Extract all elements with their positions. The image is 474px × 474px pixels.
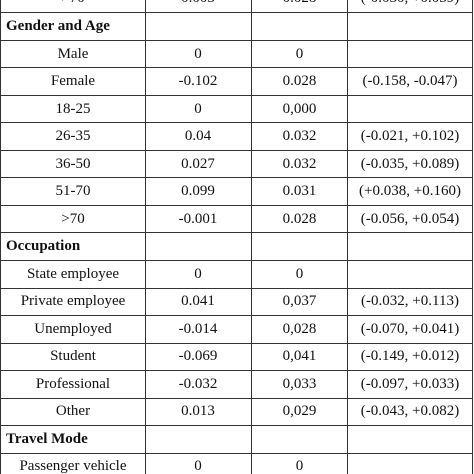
value-cell: 0.04 [145,123,252,151]
value-cell: 0.028 [252,205,348,234]
value-cell: 0 [252,40,348,69]
value-cell: (-0.035, +0.089) [348,150,473,179]
value-cell: 0,000 [252,95,348,124]
row-label: Male [0,40,146,69]
value-cell: -0.069 [145,343,252,372]
row-label: >70 [0,0,146,14]
row-label: Female [0,68,146,96]
value-cell: 0.032 [252,150,348,179]
value-cell: 0,033 [252,371,348,399]
empty-cell [145,233,252,261]
empty-cell [348,95,473,124]
empty-cell [348,453,473,474]
value-cell: 0.099 [145,178,252,206]
value-cell: (-0.149, +0.012) [348,343,473,372]
value-cell: 0.013 [145,398,252,427]
row-label: Student [0,343,146,372]
row-label: 26-35 [0,123,146,151]
empty-cell [348,40,473,69]
row-label: Professional [0,371,146,399]
empty-cell [348,233,473,261]
row-label: >70 [0,205,146,234]
value-cell: (-0.070, +0.041) [348,316,473,344]
value-cell: 0.032 [252,123,348,151]
value-cell: 0.028 [252,68,348,96]
value-cell: (-0.158, -0.047) [348,68,473,96]
row-label: 36-50 [0,150,146,179]
value-cell: 0.028 [252,0,348,14]
value-cell: -0.102 [145,68,252,96]
value-cell: (-0.056, +0.054) [348,205,473,234]
empty-cell [348,426,473,454]
value-cell: (+0.038, +0.160) [348,178,473,206]
value-cell: 0 [252,261,348,289]
empty-cell [145,426,252,454]
row-label: Passenger vehicle [0,453,146,474]
value-cell: (-0.030, +0.039) [348,0,473,14]
empty-cell [252,13,348,41]
value-cell: -0.014 [145,316,252,344]
value-cell: (-0.032, +0.113) [348,288,473,317]
value-cell: 0 [145,95,252,124]
value-cell: 0.041 [145,288,252,317]
value-cell: 0 [145,453,252,474]
value-cell: (-0.097, +0.033) [348,371,473,399]
value-cell: 0,028 [252,316,348,344]
empty-cell [252,426,348,454]
value-cell: (-0.043, +0.082) [348,398,473,427]
value-cell: -0.001 [145,205,252,234]
value-cell: -0.032 [145,371,252,399]
value-cell: 0,029 [252,398,348,427]
value-cell: 0.031 [252,178,348,206]
row-label: Unemployed [0,316,146,344]
empty-cell [145,13,252,41]
value-cell: 0 [145,261,252,289]
section-header: Occupation [0,233,146,261]
section-header: Travel Mode [0,426,146,454]
value-cell: 0 [145,40,252,69]
empty-cell [348,13,473,41]
value-cell: 0.003 [145,0,252,14]
value-cell: 0.027 [145,150,252,179]
empty-cell [348,261,473,289]
value-cell: (-0.021, +0.102) [348,123,473,151]
row-label: 51-70 [0,178,146,206]
row-label: State employee [0,261,146,289]
value-cell: 0,037 [252,288,348,317]
row-label: Private employee [0,288,146,317]
section-header: Gender and Age [0,13,146,41]
value-cell: 0 [252,453,348,474]
empty-cell [252,233,348,261]
row-label: Other [0,398,146,427]
value-cell: 0,041 [252,343,348,372]
row-label: 18-25 [0,95,146,124]
